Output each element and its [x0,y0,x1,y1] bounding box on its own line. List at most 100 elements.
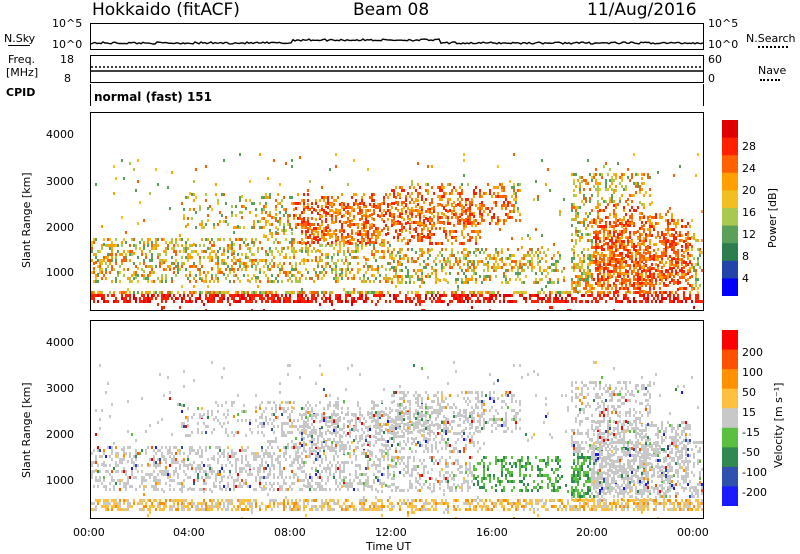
range-cell [181,262,183,265]
range-cell [287,223,289,226]
range-cell [283,297,285,300]
range-cell [239,262,241,265]
range-cell [499,258,501,261]
range-cell [127,499,129,502]
range-cell [273,505,275,508]
range-cell [107,502,109,505]
range-cell [435,227,437,230]
range-cell [245,265,247,268]
range-cell [603,165,605,168]
range-cell [419,278,421,281]
range-cell [329,508,331,511]
range-cell [517,275,519,278]
range-cell [457,300,459,303]
range-cell [149,238,151,241]
range-cell [475,224,477,227]
range-cell [495,186,497,189]
range-cell [195,280,197,283]
range-cell [335,268,337,271]
range-cell [99,294,101,297]
range-cell [421,278,423,281]
range-cell [597,279,599,282]
range-cell [133,252,135,255]
range-cell [117,250,119,253]
range-cell [379,243,381,246]
range-cell [563,267,565,270]
range-cell [285,274,287,277]
range-cell [291,159,293,162]
range-cell [193,250,195,253]
range-cell [643,297,645,300]
range-cell [649,240,651,243]
range-cell [469,297,471,300]
range-cell [661,279,663,282]
range-cell [613,294,615,297]
range-cell [517,183,519,186]
range-cell [371,274,373,277]
range-cell [607,284,609,287]
range-cell [387,291,389,294]
range-cell [281,502,283,505]
range-cell [121,259,123,262]
range-cell [163,294,165,297]
range-cell [117,271,119,274]
range-cell [293,502,295,505]
range-cell [291,196,293,199]
range-cell [441,248,443,251]
range-cell [315,297,317,300]
range-cell [311,277,313,280]
range-cell [639,239,641,242]
range-cell [463,159,465,162]
range-cell [417,233,419,236]
range-cell [221,300,223,303]
range-cell [351,300,353,303]
range-cell [587,275,589,278]
range-cell [469,219,471,222]
range-cell [277,202,279,205]
range-cell [491,257,493,260]
range-cell [589,269,591,272]
range-cell [573,251,575,254]
range-cell [107,244,109,247]
range-cell [579,278,581,281]
range-cell [147,274,149,277]
range-cell [601,284,603,287]
range-cell [579,221,581,224]
range-cell [317,241,319,244]
range-cell [161,280,163,283]
range-cell [129,502,131,505]
range-cell [563,276,565,279]
range-cell [237,238,239,241]
range-cell [491,207,493,210]
range-cell [673,246,675,249]
range-cell [371,213,373,216]
range-cell [269,250,271,253]
range-cell [377,214,379,217]
range-cell [413,297,415,300]
range-cell [327,502,329,505]
range-cell [621,242,623,245]
range-cell [603,237,605,240]
range-cell [639,282,641,285]
range-cell [607,257,609,260]
range-cell [393,248,395,251]
range-cell [631,176,633,179]
range-cell [487,300,489,303]
range-cell [405,254,407,257]
range-cell [481,216,483,219]
range-cell [373,241,375,244]
range-cell [201,508,203,511]
range-cell [249,300,251,303]
range-cell [115,256,117,259]
nave-label: Nave [758,64,787,77]
range-cell [571,209,573,212]
range-cell [399,505,401,508]
range-cell [265,508,267,511]
range-cell [549,189,551,192]
range-cell [445,260,447,263]
range-cell [641,182,643,185]
range-cell [197,297,199,300]
range-cell [699,254,701,257]
range-cell [317,277,319,280]
range-cell [627,287,629,290]
